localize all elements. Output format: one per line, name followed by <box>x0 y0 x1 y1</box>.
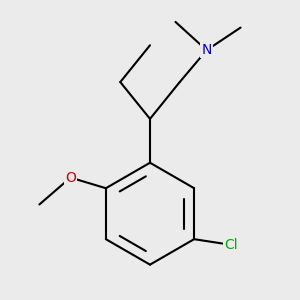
Text: Cl: Cl <box>224 238 238 252</box>
Text: O: O <box>65 171 76 184</box>
Text: N: N <box>201 43 212 57</box>
